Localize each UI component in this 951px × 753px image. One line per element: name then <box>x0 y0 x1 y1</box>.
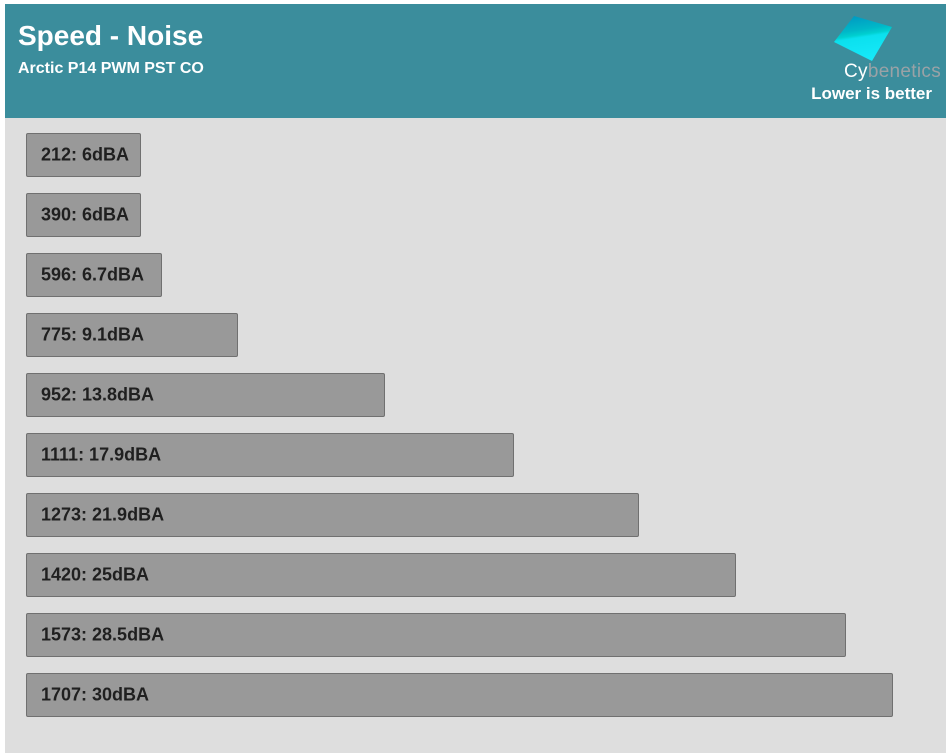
svg-text:Cybenetics: Cybenetics <box>844 61 941 82</box>
